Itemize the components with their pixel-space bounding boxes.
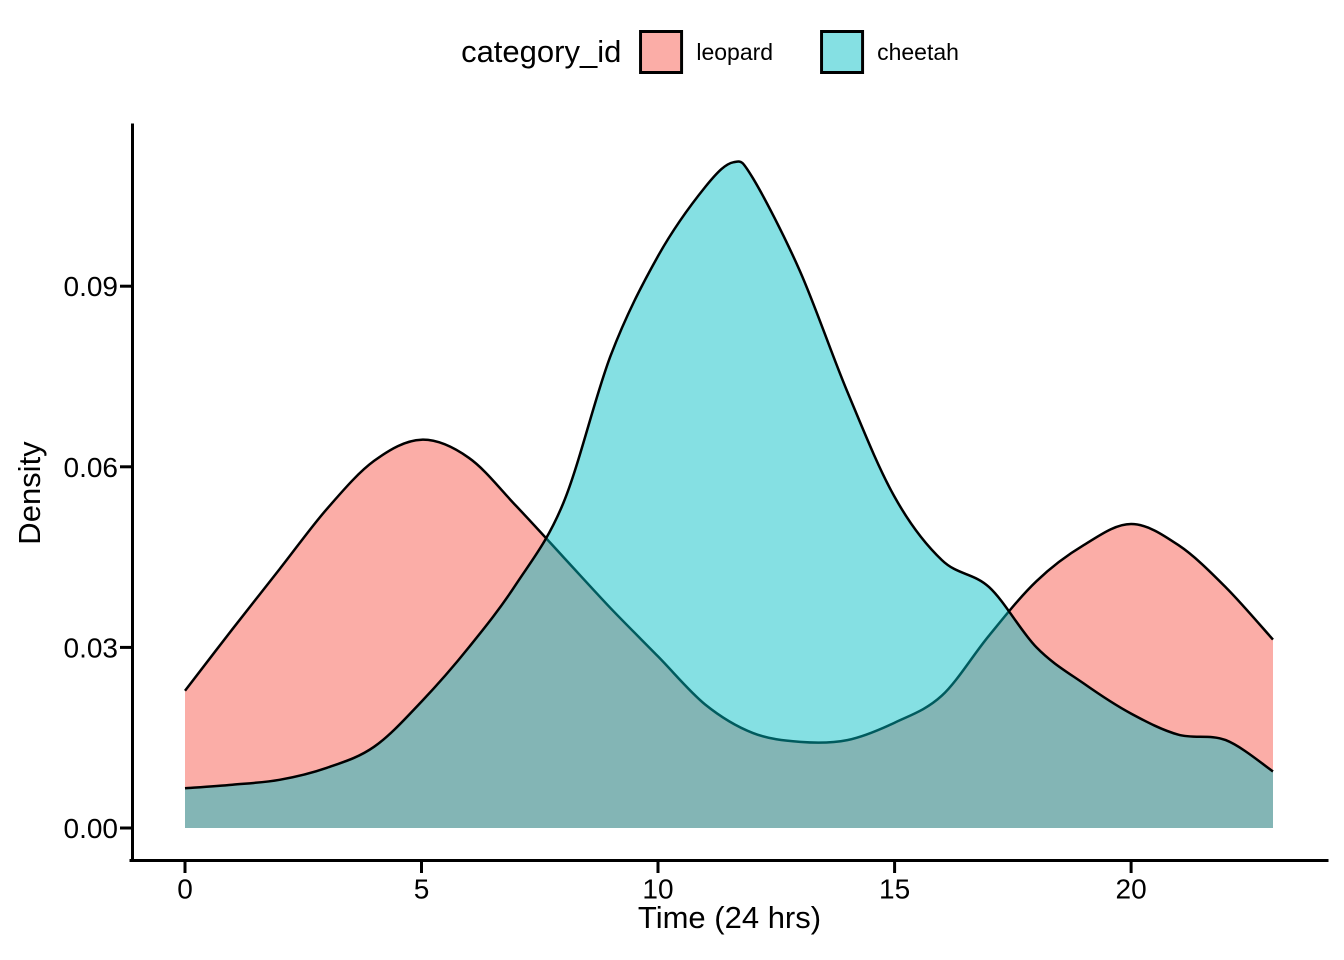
legend-label-cheetah: cheetah — [877, 38, 959, 65]
x-axis-title: Time (24 hrs) — [637, 900, 822, 935]
density-area-cheetah — [185, 161, 1273, 829]
density-outline-cheetah — [184, 160, 1274, 790]
legend-key-cheetah-swatch — [820, 30, 865, 74]
legend-key-cheetah-fill — [823, 33, 862, 71]
density-area-leopard — [185, 439, 1273, 828]
legend-title: category_id — [461, 34, 622, 69]
density-outline-leopard — [184, 438, 1274, 744]
y-tick-label: 0.09 — [64, 271, 119, 302]
legend-key-leopard-fill — [642, 33, 681, 71]
legend-label-leopard: leopard — [696, 38, 774, 65]
x-tick-label: 20 — [1116, 874, 1147, 905]
y-tick-label: 0.03 — [64, 632, 119, 663]
y-tick-label: 0.00 — [64, 813, 119, 844]
x-tick-label: 5 — [414, 874, 430, 905]
legend-item-cheetah: cheetah — [820, 30, 959, 74]
legend-item-leopard: leopard — [639, 30, 773, 74]
y-tick-label: 0.06 — [64, 452, 119, 483]
legend-key-leopard-swatch — [639, 30, 684, 74]
x-tick-label: 0 — [177, 874, 193, 905]
x-tick-label: 10 — [642, 874, 673, 905]
legend: category_id leopard cheetah — [461, 30, 959, 74]
x-tick-label: 15 — [879, 874, 910, 905]
